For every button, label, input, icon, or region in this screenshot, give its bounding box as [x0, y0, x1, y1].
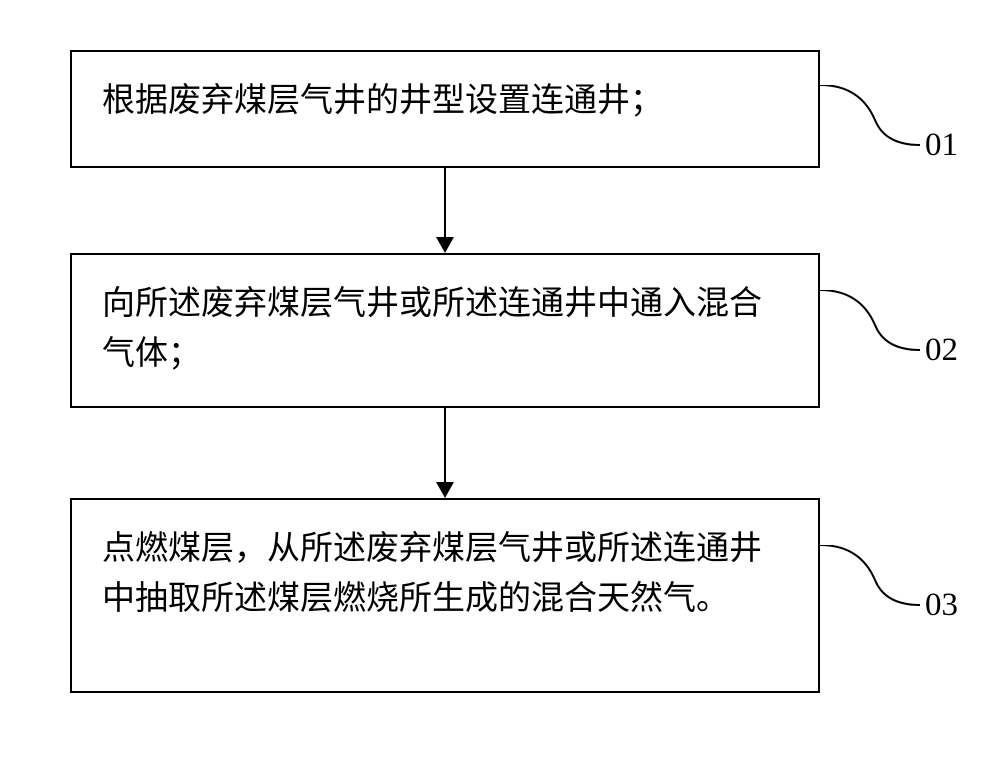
arrow-line: [444, 408, 446, 482]
step-02-text: 向所述废弃煤层气井或所述连通井中通入混合气体；: [102, 280, 788, 379]
label-connector-01: [820, 85, 920, 155]
step-03-text: 点燃煤层，从所述废弃煤层气井或所述连通井中抽取所述煤层燃烧所生成的混合天然气。: [102, 525, 788, 624]
step-label-03: 03: [925, 587, 958, 624]
flowchart-container: 根据废弃煤层气井的井型设置连通井； 向所述废弃煤层气井或所述连通井中通入混合气体…: [70, 50, 820, 693]
arrow-head-icon: [436, 237, 454, 253]
flowchart-step-01: 根据废弃煤层气井的井型设置连通井；: [70, 50, 820, 168]
step-label-02: 02: [925, 332, 958, 369]
arrow-02-to-03: [70, 408, 820, 498]
label-connector-03: [820, 545, 920, 615]
flowchart-step-02: 向所述废弃煤层气井或所述连通井中通入混合气体；: [70, 253, 820, 408]
label-connector-02: [820, 290, 920, 360]
step-label-01: 01: [925, 127, 958, 164]
flowchart-step-03: 点燃煤层，从所述废弃煤层气井或所述连通井中抽取所述煤层燃烧所生成的混合天然气。: [70, 498, 820, 693]
step-01-text: 根据废弃煤层气井的井型设置连通井；: [102, 77, 788, 127]
arrow-line: [444, 168, 446, 237]
arrow-head-icon: [436, 482, 454, 498]
arrow-01-to-02: [70, 168, 820, 253]
